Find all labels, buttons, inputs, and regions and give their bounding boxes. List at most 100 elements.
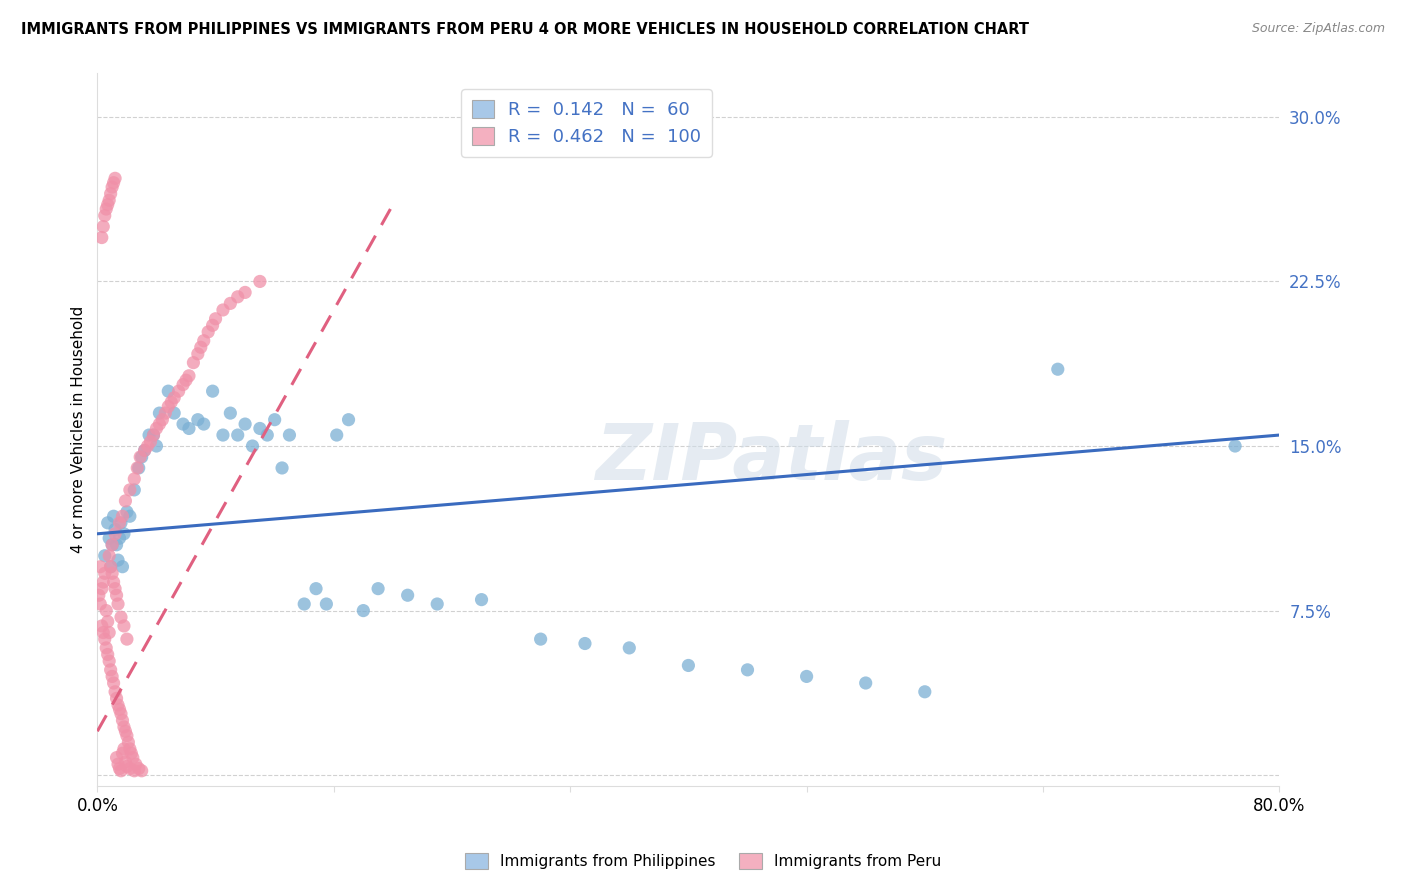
Point [157,384,180,399]
Point [212,428,235,442]
Point [97,648,120,662]
Point [110,516,132,530]
Point [190,340,212,354]
Point [91,219,114,234]
Point [115,729,138,743]
Point [134,443,156,458]
Point [117,735,139,749]
Point [115,759,138,773]
Point [110,706,132,721]
Point [104,171,127,186]
Point [114,755,136,769]
Point [138,428,160,442]
Point [160,395,183,409]
Point [107,757,129,772]
Point [131,764,153,778]
Point [98,193,121,207]
Point [101,538,124,552]
Point [148,406,170,420]
Point [136,439,159,453]
Point [352,604,374,618]
Point [124,764,146,778]
Point [112,720,135,734]
Point [163,391,186,405]
Point [100,663,122,677]
Point [107,597,129,611]
Point [177,368,200,383]
Point [172,417,194,431]
Point [107,698,129,712]
Point [96,202,118,216]
Point [104,685,127,699]
Point [105,750,128,764]
Point [96,604,118,618]
Point [103,509,125,524]
Point [157,400,180,414]
Point [129,450,152,464]
Point [103,676,125,690]
Point [104,523,127,537]
Point [104,526,127,541]
Point [131,450,153,464]
Point [197,325,219,339]
Point [127,461,149,475]
Point [112,619,135,633]
Point [90,582,112,596]
Point [914,685,936,699]
Point [163,406,186,420]
Point [118,483,141,497]
Point [103,575,125,590]
Point [111,746,134,760]
Point [619,640,641,655]
Point [111,559,134,574]
Legend: R =  0.142   N =  60, R =  0.462   N =  100: R = 0.142 N = 60, R = 0.462 N = 100 [461,89,711,157]
Point [139,434,162,449]
Point [98,549,121,563]
Point [93,549,115,563]
Point [145,439,167,453]
Point [124,472,146,486]
Point [167,384,190,399]
Point [97,516,120,530]
Point [233,417,256,431]
Point [174,373,197,387]
Point [219,406,242,420]
Point [110,610,132,624]
Point [96,640,118,655]
Point [98,531,121,545]
Point [470,592,492,607]
Point [128,762,150,776]
Point [118,762,141,776]
Point [98,625,121,640]
Point [177,421,200,435]
Point [187,347,209,361]
Point [530,632,553,647]
Point [105,588,128,602]
Point [187,413,209,427]
Point [1223,439,1246,453]
Point [105,538,128,552]
Point [107,553,129,567]
Point [325,428,347,442]
Point [134,443,156,458]
Point [226,290,249,304]
Point [112,742,135,756]
Point [114,494,136,508]
Point [145,421,167,435]
Point [142,428,165,442]
Point [249,421,271,435]
Point [219,296,242,310]
Point [242,439,264,453]
Point [148,417,170,431]
Point [256,428,278,442]
Y-axis label: 4 or more Vehicles in Household: 4 or more Vehicles in Household [72,306,86,553]
Point [305,582,328,596]
Point [100,186,122,201]
Point [172,377,194,392]
Point [101,180,124,194]
Point [396,588,419,602]
Point [93,566,115,581]
Point [150,413,173,427]
Point [121,750,143,764]
Point [91,625,114,640]
